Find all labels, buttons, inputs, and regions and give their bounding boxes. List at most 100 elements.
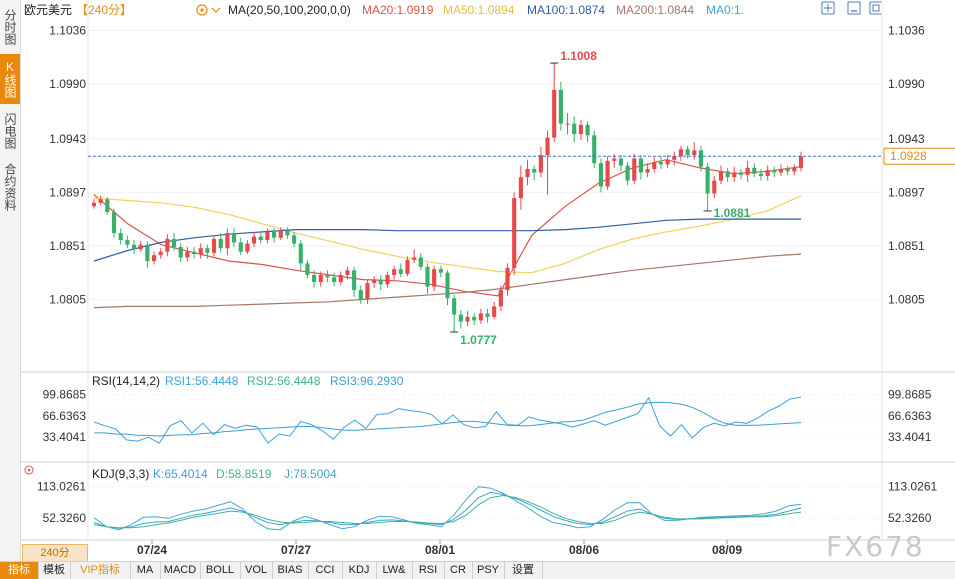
candle-body (272, 231, 277, 238)
toolbar-item-4[interactable]: MACD (160, 562, 201, 579)
ma50-legend: MA50:1.0894 (443, 3, 515, 17)
candle-body (205, 248, 210, 253)
tab-kline[interactable]: K线图 (0, 54, 20, 104)
toolbar-item-10[interactable]: LW& (376, 562, 413, 579)
ma200-legend: MA200:1.0844 (616, 3, 694, 17)
candle-body (705, 166, 710, 194)
candle-body (405, 259, 410, 274)
candle-body (665, 159, 670, 165)
kdj-panel: 113.0261 113.0261 52.3260 52.3260 (37, 480, 937, 531)
period-selector[interactable]: 240分 (22, 544, 88, 562)
toolbar-item-5[interactable]: BOLL (200, 562, 241, 579)
candle-body (198, 248, 203, 255)
ma-legend-title: MA(20,50,100,200,0,0) (228, 3, 351, 17)
indicator-toolbar: 指标 模板 VIP指标 MA MACD BOLL VOL BIAS CCI KDJ LW& RSI CR… (0, 561, 955, 579)
indicator-settings-icon[interactable] (24, 465, 34, 475)
candle-body (211, 238, 217, 253)
candle-body (365, 283, 370, 300)
candle-body (552, 89, 557, 138)
date-axis-label: 08/06 (569, 543, 599, 557)
toolbar-item-6[interactable]: VOL (240, 562, 273, 579)
candle-body (98, 199, 103, 203)
date-axis-label: 08/09 (712, 543, 742, 557)
candle-body (572, 123, 577, 135)
candle-body (472, 316, 477, 321)
candle-body (652, 162, 657, 170)
price-axis-right-label: 1.0943 (888, 132, 925, 146)
candle-body (685, 149, 690, 156)
candle-body (698, 150, 704, 167)
candle-body (658, 162, 664, 165)
candle-body (258, 236, 263, 241)
candle-body (532, 169, 537, 173)
tab-time-sharing[interactable]: 分时图 (3, 9, 17, 45)
candle-body (191, 251, 197, 255)
price-axis-right-label: 1.0897 (888, 185, 925, 199)
candle-body (218, 238, 223, 249)
rsi3-legend: RSI3:96.2930 (330, 374, 404, 388)
toolbar-item-8[interactable]: CCI (308, 562, 343, 579)
tab-contract-info[interactable]: 合约资料 (3, 163, 17, 211)
candle-body (585, 124, 590, 136)
rsi1-legend: RSI1:56.4448 (165, 374, 239, 388)
candle-body (378, 279, 383, 285)
dropdown-chevron-icon[interactable] (211, 7, 221, 13)
rsi-rsi1-line (93, 396, 802, 444)
toolbar-item-1[interactable]: 模板 (38, 562, 71, 579)
toolbar-item-13[interactable]: PSY (472, 562, 505, 579)
kdj-j-line (93, 486, 802, 531)
kdj-j-legend: J:78.5004 (284, 467, 337, 481)
toolbar-item-14[interactable]: 设置 (504, 562, 543, 579)
price-axis-left-label: 1.0990 (49, 77, 86, 91)
candle-body (325, 274, 330, 278)
chart-mode-sidebar: 分时图 K线图 闪电图 合约资料 (0, 0, 21, 562)
candle-body (131, 244, 137, 250)
window-buttons (821, 1, 883, 15)
candle-body (438, 269, 443, 273)
candle-body (318, 274, 323, 282)
minimize-icon[interactable] (847, 1, 861, 15)
candle-body (298, 243, 303, 264)
toolbar-item-9[interactable]: KDJ (342, 562, 377, 579)
candle-body (305, 263, 310, 275)
candle-body (425, 266, 430, 287)
settings-gear-icon[interactable] (196, 4, 208, 16)
kline-chart[interactable]: 欧元美元 【240分】 MA(20,50,100,200,0,0) MA20:1… (0, 0, 955, 560)
rsi-axis-left-label: 66.6363 (43, 409, 87, 423)
candle-body (732, 172, 737, 178)
toolbar-item-12[interactable]: CR (444, 562, 473, 579)
price-axis-right-label: 1.0805 (888, 292, 925, 306)
candle-body (632, 158, 637, 181)
candle-body (605, 160, 610, 187)
kdj-axis-right-label: 113.0261 (888, 480, 937, 494)
candle-body (265, 231, 270, 241)
ma100-legend: MA100:1.0874 (527, 3, 605, 17)
candle-body (625, 165, 630, 181)
candle-body (238, 242, 243, 252)
candle-body (512, 198, 517, 268)
date-axis-label: 08/01 (425, 543, 455, 557)
candle-body (798, 156, 804, 168)
toolbar-item-3[interactable]: MA (130, 562, 161, 579)
candle-body (231, 233, 237, 243)
kdj-d-legend: D:58.8519 (216, 467, 272, 481)
candle-body (638, 158, 643, 173)
toolbar-item-7[interactable]: BIAS (272, 562, 309, 579)
period-label: 【240分】 (76, 3, 132, 17)
candle-body (105, 199, 110, 213)
candle-body (545, 137, 550, 156)
price-panel: 1.1008 1.0777 1.0881 (88, 29, 882, 347)
candle-body (772, 170, 777, 173)
candle-body (792, 167, 797, 172)
kdj-axis-left-label: 52.3260 (43, 511, 87, 525)
price-axis-right-label: 1.0990 (888, 77, 925, 91)
toolbar-item-11[interactable]: RSI (412, 562, 445, 579)
maximize-icon[interactable] (869, 1, 883, 15)
toolbar-item-0[interactable]: 指标 (0, 562, 39, 579)
candle-body (252, 236, 257, 244)
high-price-label: 1.1008 (560, 49, 597, 63)
toolbar-item-2[interactable]: VIP指标 (70, 562, 131, 579)
tab-lightning[interactable]: 闪电图 (3, 113, 17, 149)
candle-body (758, 173, 764, 177)
price-axis-left-label: 1.0943 (49, 132, 86, 146)
